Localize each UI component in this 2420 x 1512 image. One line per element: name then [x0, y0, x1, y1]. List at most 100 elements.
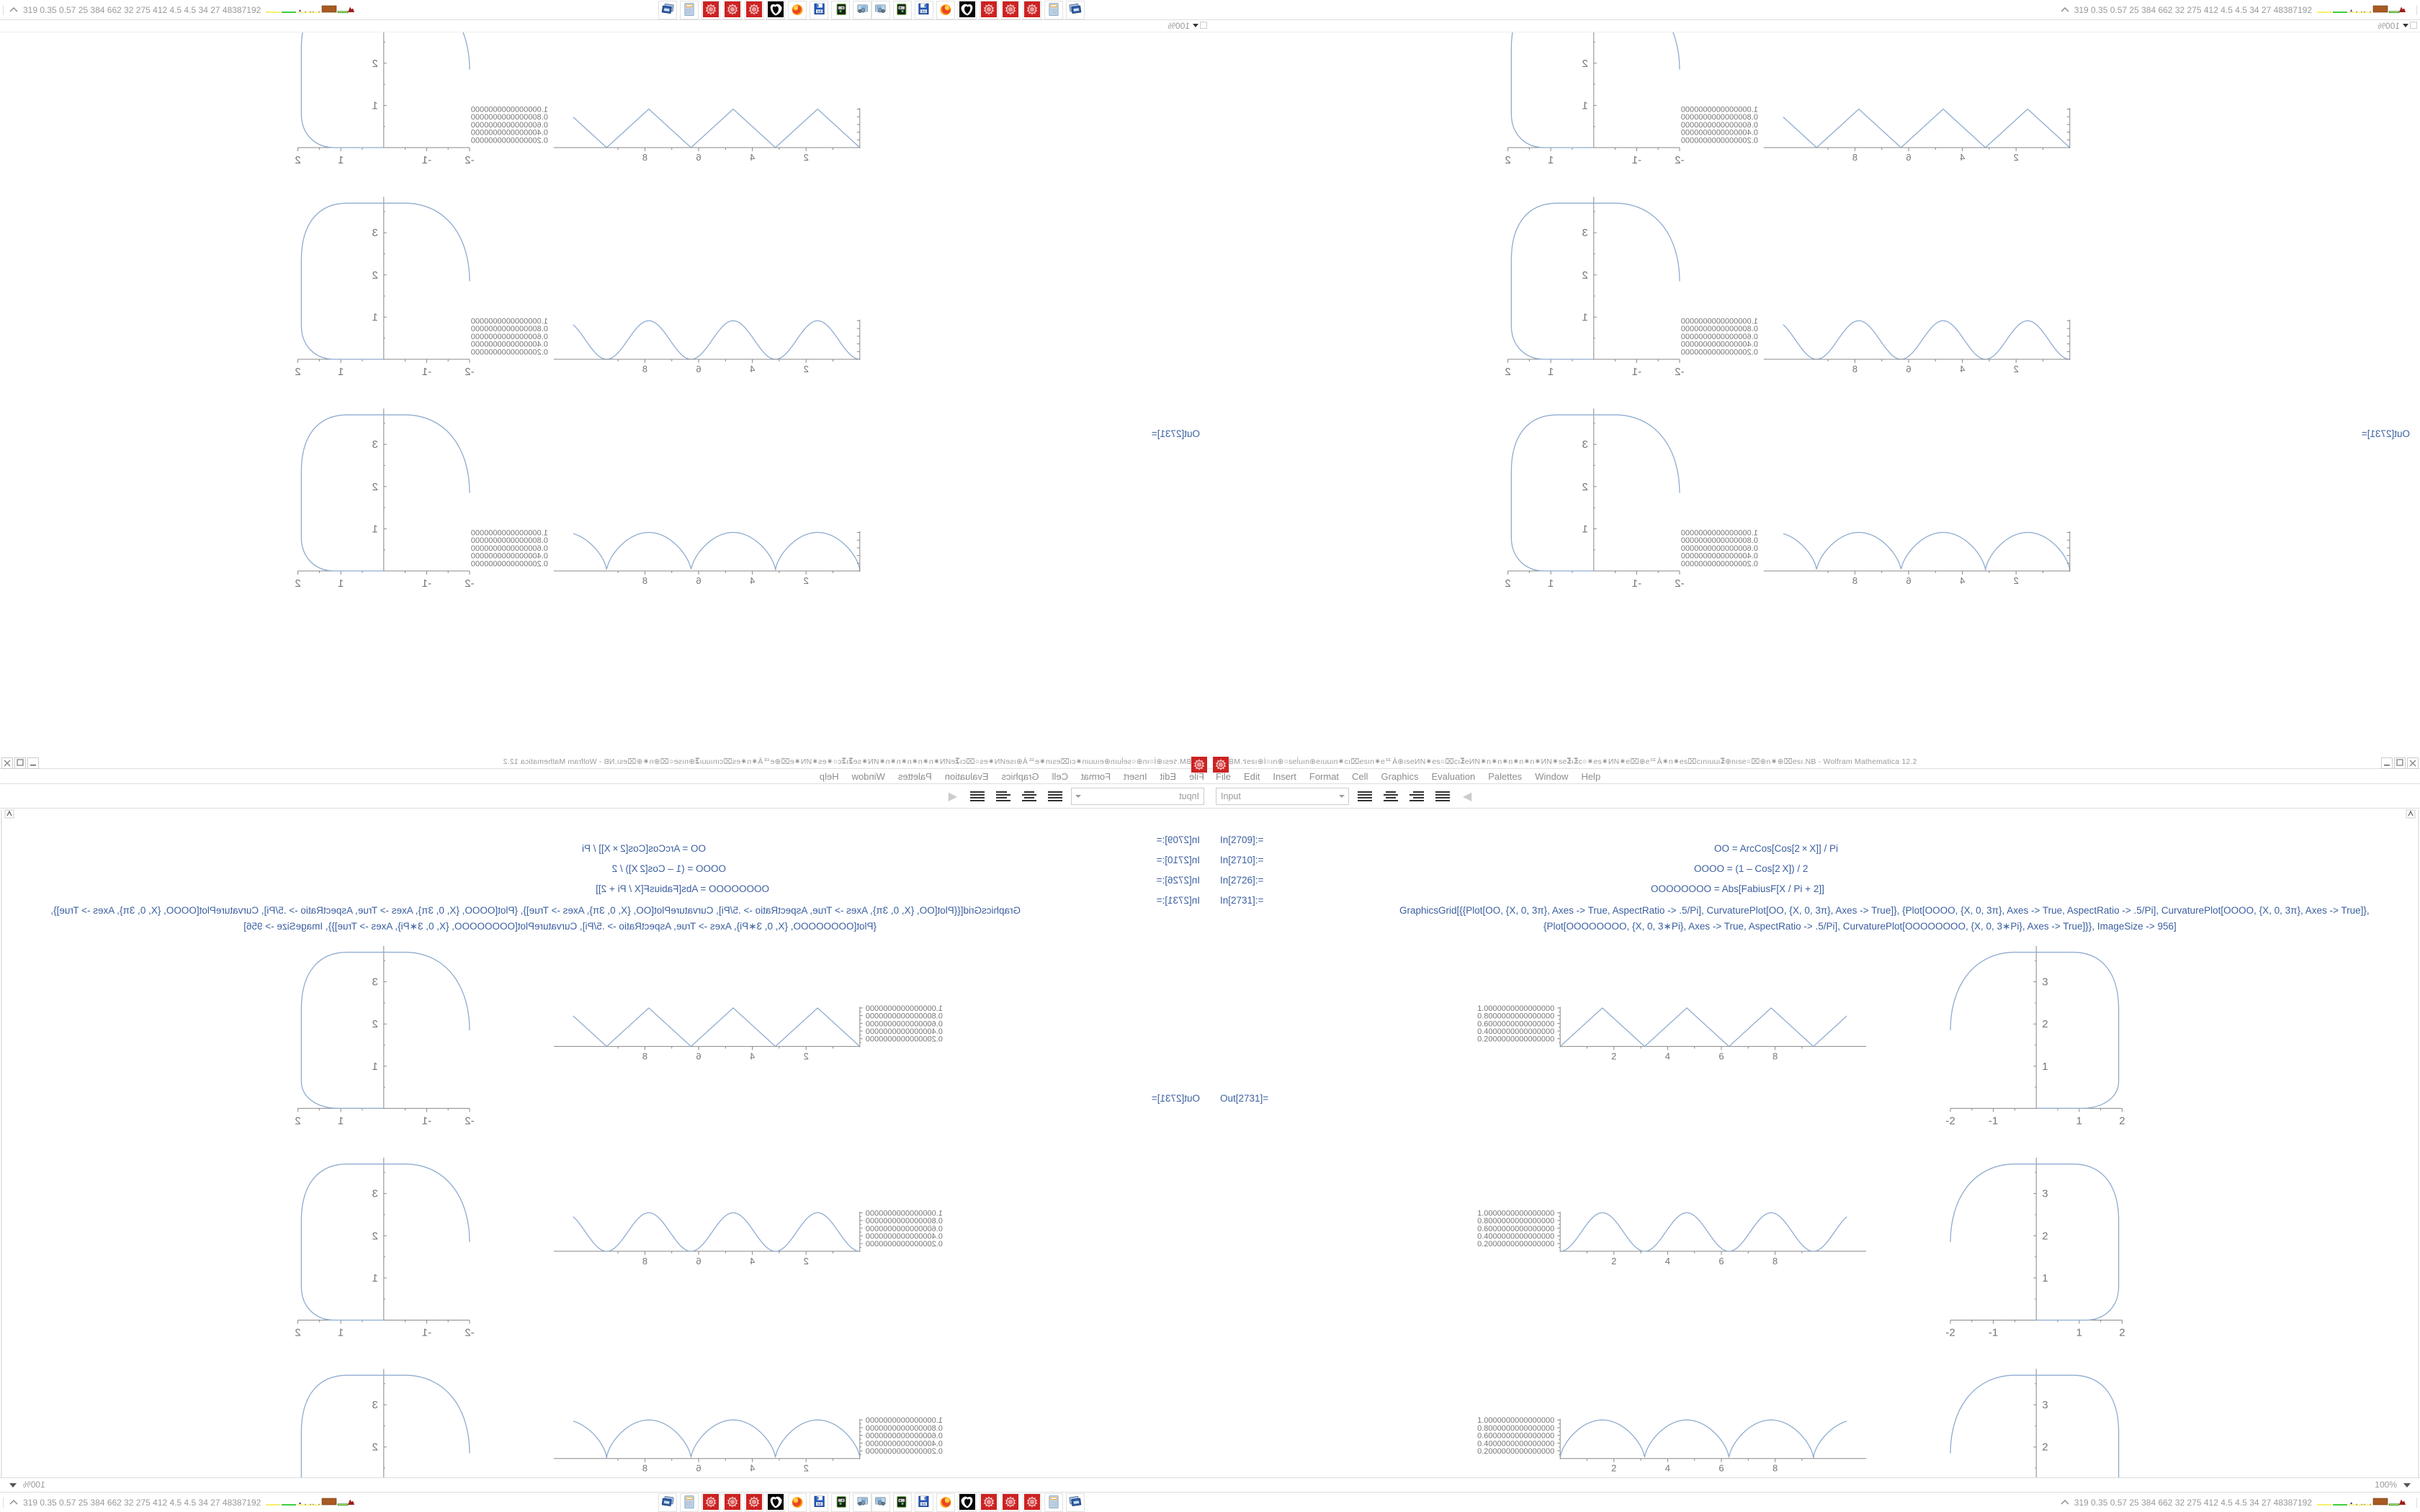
svg-text:0.6000000000000000: 0.6000000000000000 [1681, 333, 1758, 341]
svg-text:1: 1 [372, 1272, 377, 1284]
svg-text:6: 6 [696, 364, 701, 374]
svg-text:6: 6 [1906, 364, 1911, 374]
svg-text:0.4000000000000000: 0.4000000000000000 [471, 552, 548, 561]
svg-text:1: 1 [1548, 577, 1554, 590]
svg-text:0.8000000000000000: 0.8000000000000000 [1681, 325, 1758, 333]
svg-text:0.4000000000000000: 0.4000000000000000 [866, 1233, 943, 1241]
svg-text:4: 4 [750, 364, 755, 374]
svg-text:1.0000000000000000: 1.0000000000000000 [471, 106, 548, 114]
svg-text:1: 1 [1548, 154, 1554, 166]
svg-text:2: 2 [2042, 1230, 2048, 1242]
svg-text:2: 2 [372, 58, 377, 70]
svg-text:0.6000000000000000: 0.6000000000000000 [1477, 1225, 1554, 1233]
svg-text:4: 4 [1665, 1256, 1670, 1266]
svg-text:4: 4 [750, 1463, 755, 1474]
svg-text:1: 1 [1582, 99, 1587, 112]
svg-text:0.8000000000000000: 0.8000000000000000 [1477, 1217, 1554, 1225]
svg-text:2: 2 [372, 1230, 377, 1242]
svg-text:2: 2 [804, 1463, 809, 1474]
svg-text:4: 4 [750, 1050, 755, 1061]
svg-text:4: 4 [1665, 1463, 1670, 1474]
svg-text:1.0000000000000000: 1.0000000000000000 [866, 1004, 943, 1013]
svg-text:64: 64 [817, 9, 822, 14]
svg-text:8: 8 [642, 152, 647, 163]
svg-text:3: 3 [1582, 227, 1587, 239]
svg-text:1.0000000000000000: 1.0000000000000000 [866, 1209, 943, 1218]
svg-text:3: 3 [2042, 976, 2048, 989]
svg-text:4: 4 [1960, 364, 1965, 374]
svg-text:8: 8 [1773, 1463, 1778, 1474]
svg-text:1: 1 [338, 366, 344, 378]
svg-text:6: 6 [696, 1463, 701, 1474]
svg-text:0.4000000000000000: 0.4000000000000000 [866, 1027, 943, 1036]
svg-text:-1: -1 [422, 577, 431, 590]
svg-text:0.2000000000000000: 0.2000000000000000 [1477, 1035, 1554, 1044]
svg-text:0.6000000000000000: 0.6000000000000000 [866, 1432, 943, 1441]
svg-text:0.4000000000000000: 0.4000000000000000 [1477, 1233, 1554, 1241]
svg-text:1: 1 [2076, 1115, 2082, 1127]
svg-text:2: 2 [1582, 269, 1587, 282]
svg-text:0.4000000000000000: 0.4000000000000000 [471, 129, 548, 138]
svg-text:0.2000000000000000: 0.2000000000000000 [866, 1035, 943, 1044]
svg-text:0.6000000000000000: 0.6000000000000000 [1681, 544, 1758, 553]
svg-text:0.6000000000000000: 0.6000000000000000 [866, 1225, 943, 1233]
svg-text:0.2000000000000000: 0.2000000000000000 [1681, 136, 1758, 145]
svg-text:2: 2 [2014, 575, 2019, 586]
svg-text:64: 64 [922, 1502, 926, 1506]
svg-text:8: 8 [1852, 364, 1857, 374]
svg-text:6: 6 [696, 152, 701, 163]
svg-text:2: 2 [804, 1050, 809, 1061]
svg-text:0.8000000000000000: 0.8000000000000000 [471, 113, 548, 122]
svg-text:0.6000000000000000: 0.6000000000000000 [471, 544, 548, 553]
svg-text:2: 2 [2042, 1441, 2048, 1454]
svg-text:2: 2 [2042, 1018, 2048, 1030]
svg-text:-1: -1 [422, 1115, 431, 1127]
svg-text:4: 4 [1960, 152, 1965, 163]
svg-text:8: 8 [642, 575, 647, 586]
svg-text:2: 2 [2119, 1115, 2125, 1127]
svg-text:2: 2 [804, 152, 809, 163]
svg-text:3: 3 [372, 976, 377, 989]
svg-text:0.8000000000000000: 0.8000000000000000 [866, 1012, 943, 1021]
svg-text:8: 8 [642, 364, 647, 374]
svg-text:2: 2 [372, 1018, 377, 1030]
svg-text:0.4000000000000000: 0.4000000000000000 [866, 1439, 943, 1448]
svg-text:1: 1 [372, 523, 377, 535]
svg-text:-1: -1 [422, 1327, 431, 1339]
svg-text:3: 3 [2042, 1188, 2048, 1200]
svg-text:0.6000000000000000: 0.6000000000000000 [1477, 1432, 1554, 1441]
svg-text:0.8000000000000000: 0.8000000000000000 [866, 1424, 943, 1433]
svg-text:2: 2 [1505, 577, 1510, 590]
svg-text:8: 8 [1852, 152, 1857, 163]
svg-text:1: 1 [372, 1061, 377, 1073]
svg-text:6: 6 [696, 1050, 701, 1061]
svg-text:6: 6 [1906, 152, 1911, 163]
svg-text:-1: -1 [1632, 577, 1641, 590]
svg-text:-1: -1 [1632, 366, 1641, 378]
svg-text:2: 2 [295, 1115, 300, 1127]
svg-text:1.0000000000000000: 1.0000000000000000 [1477, 1004, 1554, 1013]
svg-text:0.8000000000000000: 0.8000000000000000 [1681, 536, 1758, 545]
svg-text:2: 2 [804, 364, 809, 374]
svg-text:0.2000000000000000: 0.2000000000000000 [471, 136, 548, 145]
svg-text:8: 8 [1773, 1256, 1778, 1266]
svg-text:2: 2 [372, 269, 377, 282]
svg-text:6: 6 [696, 1256, 701, 1266]
svg-text:0.4000000000000000: 0.4000000000000000 [1681, 341, 1758, 349]
svg-text:64: 64 [817, 1502, 822, 1506]
svg-text:3: 3 [372, 438, 377, 451]
svg-text:6: 6 [1906, 575, 1911, 586]
svg-text:2: 2 [2119, 1327, 2125, 1339]
svg-text:6: 6 [696, 575, 701, 586]
svg-text:2: 2 [295, 154, 300, 166]
svg-text:0.4000000000000000: 0.4000000000000000 [1681, 552, 1758, 561]
svg-text:6: 6 [1718, 1463, 1724, 1474]
svg-text:2: 2 [372, 1441, 377, 1454]
svg-text:64: 64 [922, 9, 926, 14]
svg-text:0.2000000000000000: 0.2000000000000000 [1681, 348, 1758, 356]
svg-text:8: 8 [642, 1050, 647, 1061]
svg-text:1: 1 [338, 1115, 344, 1127]
svg-text:4: 4 [750, 152, 755, 163]
svg-text:-2: -2 [1675, 577, 1684, 590]
svg-text:-2: -2 [1945, 1115, 1955, 1127]
